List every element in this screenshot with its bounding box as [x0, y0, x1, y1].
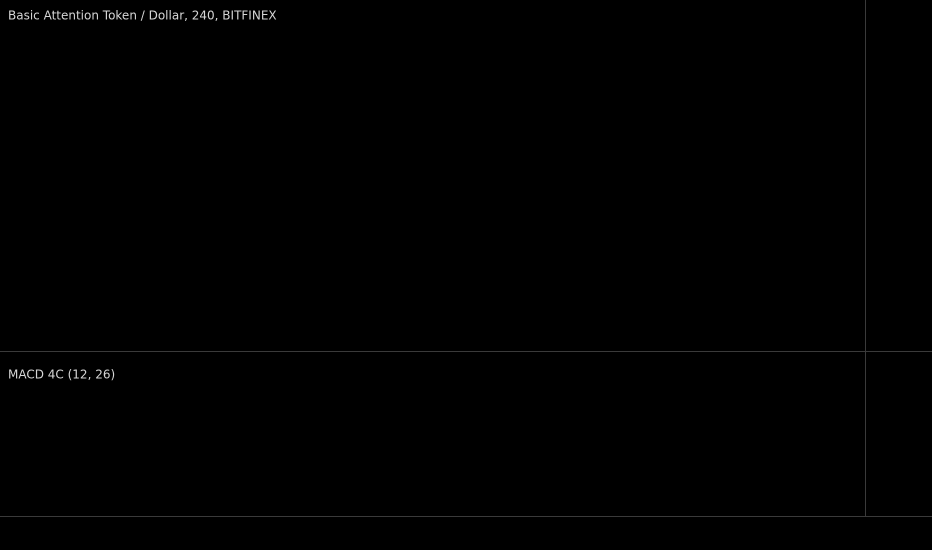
indicator-title: MACD 4C (12, 26) [8, 368, 115, 382]
chart-title: Basic Attention Token / Dollar, 240, BIT… [8, 9, 277, 23]
